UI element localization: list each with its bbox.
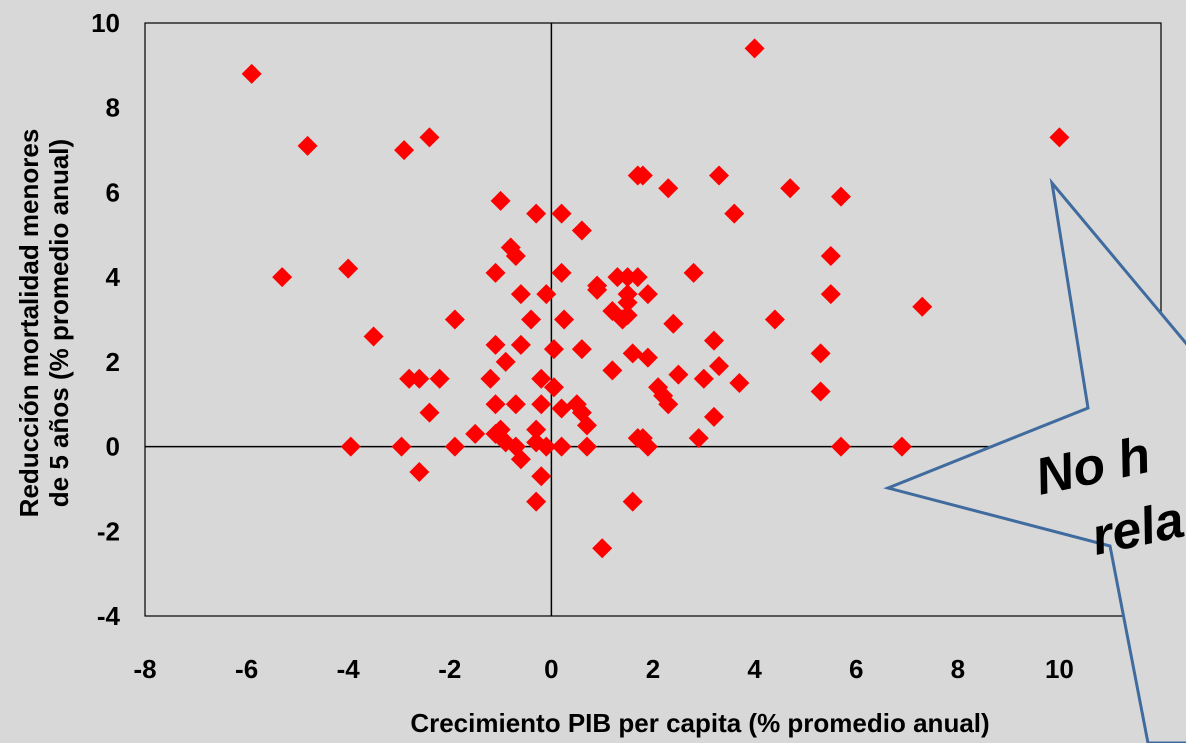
x-tick-label: 0: [544, 654, 558, 684]
y-axis-label-line2: de 5 años (% promedio anual): [44, 139, 74, 507]
y-tick-label: 6: [106, 177, 120, 207]
x-tick-label: 6: [849, 654, 863, 684]
x-axis-label: Crecimiento PIB per capita (% promedio a…: [410, 708, 989, 738]
y-tick-label: 8: [106, 93, 120, 123]
y-axis-label: Reducción mortalidad menores de 5 años (…: [14, 129, 74, 518]
y-axis-label-line1: Reducción mortalidad menores: [14, 129, 44, 518]
x-tick-label: -8: [133, 654, 156, 684]
y-tick-label: -2: [97, 516, 120, 546]
x-tick-label: 8: [951, 654, 965, 684]
y-tick-label: 10: [91, 8, 120, 38]
y-tick-label: 0: [106, 432, 120, 462]
x-tick-label: -2: [438, 654, 461, 684]
x-tick-label: -6: [235, 654, 258, 684]
y-tick-label: -4: [97, 601, 121, 631]
x-tick-label: -4: [337, 654, 361, 684]
y-tick-label: 2: [106, 347, 120, 377]
x-tick-label: 2: [646, 654, 660, 684]
y-tick-label: 4: [106, 262, 121, 292]
x-tick-label: 4: [747, 654, 762, 684]
x-tick-label: 10: [1045, 654, 1074, 684]
